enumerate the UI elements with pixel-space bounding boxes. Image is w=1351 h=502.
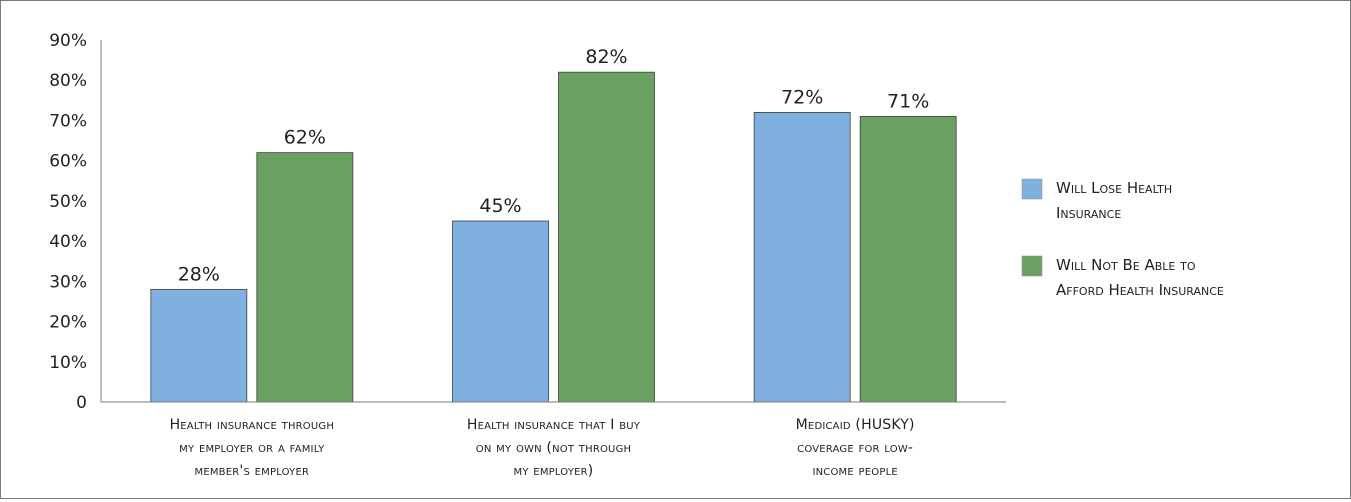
bar-series-0-cat-1 [452,220,549,403]
x-category-label: Health insurance through my employer or a… [170,417,335,479]
x-category-label-line: coverage for low- [797,440,913,456]
data-label: 82% [585,46,627,68]
y-tick-label: 80% [49,71,87,91]
bar-series-0-cat-0 [150,288,248,403]
legend-swatch [1021,255,1043,277]
y-tick-label: 90% [49,31,87,51]
y-tick-label: 50% [49,192,87,212]
y-tick-label: 70% [49,111,87,131]
x-category-label-line: my employer) [514,463,594,479]
x-category-label-line: member's employer [195,463,310,479]
bar-series-1-cat-2 [859,116,957,403]
bar-series-1-cat-1 [558,71,655,403]
y-tick-label: 0 [76,393,87,413]
x-category-label-line: on my own (not through [476,440,632,456]
x-category-label: Health insurance that I buy on my own (no… [467,417,641,479]
legend-label: Will Not Be Able to Afford Health Insuran… [1056,256,1224,299]
x-axis: Health insurance through my employer or a… [101,401,1006,479]
y-tick-label: 20% [49,313,87,333]
data-label: 28% [178,263,220,285]
x-category-label-line: my employer or a family [179,440,325,456]
legend-label-line: Insurance [1056,204,1121,222]
bar-series-0-cat-2 [753,112,851,403]
data-label: 71% [887,90,929,112]
y-tick-label: 30% [49,272,87,292]
legend-swatch [1021,178,1043,200]
x-category-label: Medicaid (HUSKY) coverage for low-income … [796,417,915,479]
y-tick-label: 10% [49,353,87,373]
x-category-label-line: Medicaid (HUSKY) [796,417,915,433]
legend-label-line: Will Lose Health [1056,179,1172,197]
data-label: 62% [284,127,326,149]
x-category-label-line: Health insurance through [170,417,335,433]
data-label: 45% [479,195,521,217]
legend-label: Will Lose Health Insurance [1056,179,1172,222]
legend-label-line: Will Not Be Able to [1056,256,1196,274]
y-tick-label: 60% [49,152,87,172]
y-tick-label: 40% [49,232,87,252]
x-category-label-line: income people [812,463,897,479]
legend: Will Lose Health Insurance Will Not Be Abl… [1021,178,1224,299]
bars [150,71,957,403]
y-axis: 0 10% 20% 30% 40% 50% 60% 70% 80% 90% [49,31,102,413]
data-label: 72% [781,86,823,108]
x-category-label-line: Health insurance that I buy [467,417,641,433]
legend-label-line: Afford Health Insurance [1056,281,1224,299]
data-labels: 28% 62% 45% 82% 72% 71% [178,46,930,285]
bar-series-1-cat-0 [256,152,354,403]
